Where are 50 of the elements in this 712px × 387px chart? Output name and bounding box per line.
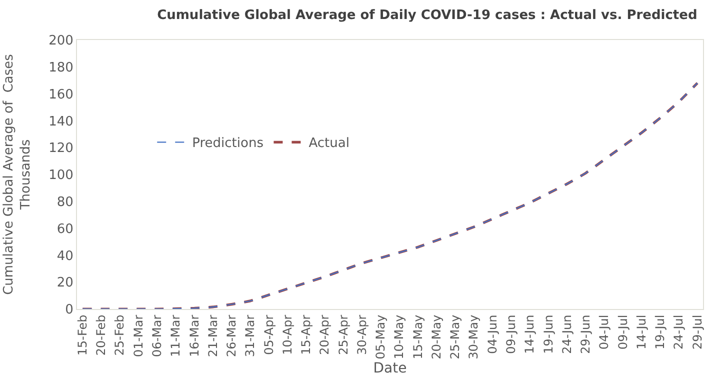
x-tick-label: 30-May [466,314,481,360]
x-tick-label: 04-Jun [485,314,500,354]
x-tick-label: 24-Jul [672,314,686,350]
x-tick-label: 19-Jun [541,314,556,354]
y-tick-label: 200 [48,34,74,49]
x-tick-label: 25-Feb [112,314,127,356]
x-tick-label: 20-May [429,314,444,360]
x-tick-label: 20-Feb [94,314,108,356]
x-tick-label: 04-Jul [597,314,612,350]
legend-label: Actual [308,136,350,152]
y-tick-label: 180 [48,60,74,76]
x-tick-label: 15-May [410,314,425,360]
y-tick-label: 160 [48,87,74,102]
y-tick-label: 120 [48,141,74,156]
y-tick-label: 60 [56,222,74,237]
x-tick-label: 29-Jun [578,314,593,354]
x-tick-label: 30-Apr [354,314,369,355]
x-tick-label: 05-Apr [262,314,276,355]
x-tick-label: 14-Jun [522,314,537,354]
x-tick-label: 10-May [392,314,406,360]
x-tick-label: 11-Mar [168,314,183,358]
y-tick-label: 0 [65,302,74,318]
x-tick-label: 19-Jul [653,314,668,350]
legend-label: Predictions [192,136,264,152]
x-tick-label: 20-Apr [318,314,332,355]
x-tick-label: 05-May [374,314,388,360]
x-tick-label: 09-Jun [504,314,518,354]
x-tick-label: 06-Mar [150,314,164,358]
y-tick-label: 140 [48,114,74,130]
x-tick-label: 16-Mar [187,314,202,358]
x-tick-label: 24-Jun [560,314,574,354]
x-tick-label: 01-Mar [131,314,146,358]
y-tick-label: 100 [48,168,74,184]
x-tick-label: 31-Mar [243,314,258,358]
chart-title: Cumulative Global Average of Daily COVID-19 cases : Actual vs. Predicted [157,8,698,23]
y-tick-label: 40 [56,248,74,264]
x-tick-label: 26-Mar [224,314,239,358]
x-tick-label: 09-Jul [616,314,630,350]
x-tick-label: 15-Apr [299,314,314,355]
x-tick-label: 25-May [448,314,462,360]
x-axis-title: Date [373,360,407,377]
x-tick-label: 15-Feb [75,314,90,356]
y-tick-label: 80 [56,194,74,210]
x-tick-label: 14-Jul [634,314,648,350]
y-tick-label: 20 [56,276,74,291]
x-tick-label: 29-Jul [690,314,704,350]
x-tick-label: 25-Apr [336,314,350,355]
x-tick-label: 21-Mar [206,314,220,358]
x-tick-label: 10-Apr [280,314,294,355]
y-axis-title: Cumulative Global Average of Cases Thousands [2,54,34,295]
